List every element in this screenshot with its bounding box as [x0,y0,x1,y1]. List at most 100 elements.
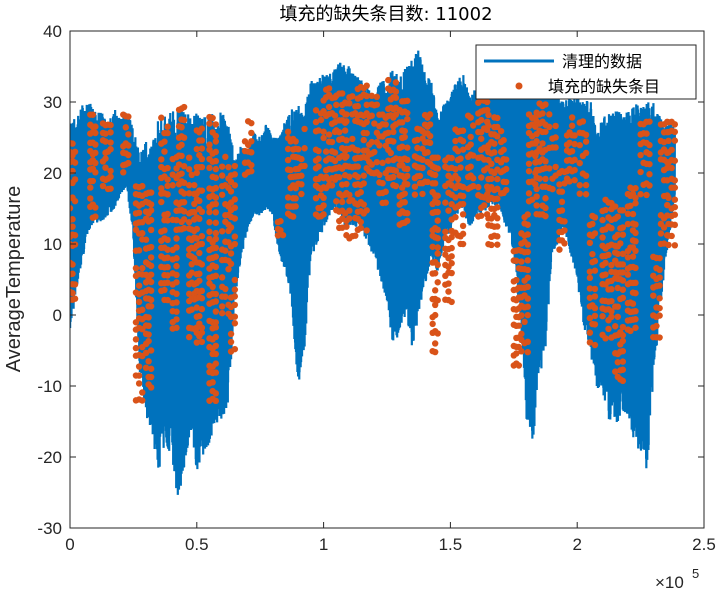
marker-point [524,348,531,356]
marker-point [178,152,185,160]
marker-point [481,202,488,209]
marker-point [218,172,226,179]
marker-point [571,132,578,139]
marker-point [452,137,459,145]
marker-point [671,177,679,184]
marker-point [212,194,220,201]
marker-point [445,288,452,295]
marker-point [135,209,143,216]
marker-point [392,88,400,95]
marker-point [414,144,421,152]
marker-point [363,92,370,100]
marker-point [536,175,543,182]
marker-point [320,128,327,135]
marker-point [558,207,566,214]
x-tick-label: 1 [319,535,328,554]
marker-point [518,258,525,265]
marker-point [125,142,132,149]
marker-point [212,324,220,331]
marker-cluster [206,113,220,405]
marker-point [147,254,155,261]
marker-point [624,254,632,261]
marker-point [71,295,79,302]
x-tick-label: 0.5 [185,535,209,554]
marker-point [515,322,523,329]
marker-point [404,97,411,105]
marker-point [513,350,520,357]
marker-point [656,282,663,289]
marker-point [212,333,220,341]
marker-cluster [241,118,255,178]
marker-point [331,112,339,119]
marker-point [533,202,540,209]
marker-point [145,322,152,330]
marker-point [164,279,171,286]
marker-point [524,295,531,302]
marker-point [92,149,99,157]
marker-point [178,170,185,177]
marker-point [147,303,155,310]
marker-point [459,230,467,238]
marker-point [368,112,375,119]
marker-point [627,327,634,335]
marker-point [665,194,672,202]
marker-point [248,149,255,156]
marker-point [549,185,556,193]
marker-point [363,227,370,234]
marker-point [582,172,590,179]
marker-point [212,244,220,252]
marker-point [298,181,305,188]
marker-point [591,285,599,293]
x-tick-label: 0 [65,535,74,554]
marker-point [632,279,639,287]
marker-point [315,147,322,155]
marker-point [500,136,507,144]
marker-point [373,158,381,166]
marker-point [591,341,599,349]
marker-cluster [650,253,663,341]
marker-point [582,149,590,157]
marker-point [632,264,639,272]
marker-point [419,156,426,164]
marker-point [470,182,477,190]
marker-point [284,156,292,164]
marker-point [147,243,155,251]
marker-point [619,358,627,365]
marker-point [382,199,389,206]
marker-point [173,308,180,315]
marker-point [589,250,596,258]
marker-point [619,277,627,284]
marker-point [212,350,220,358]
marker-point [173,255,180,262]
marker-point [198,125,206,132]
marker-point [198,240,206,248]
marker-point [624,220,632,228]
marker-point [218,303,226,310]
marker-point [494,241,501,248]
marker-point [612,323,619,330]
x-axis-exponent: ×10 5 [655,566,699,592]
marker-point [206,141,213,148]
marker-cluster [518,211,531,356]
marker-point [142,271,150,278]
marker-point [478,174,485,181]
marker-point [656,274,663,281]
marker-point [231,215,239,222]
marker-point [212,298,220,305]
marker-point [206,219,213,226]
marker-point [227,338,235,346]
marker-point [343,153,350,160]
marker-point [317,116,325,124]
marker-point [632,307,639,315]
marker-point [107,173,114,180]
marker-point [198,324,206,331]
marker-point [614,313,621,320]
marker-point [542,204,549,212]
marker-point [571,177,578,184]
marker-point [339,90,346,97]
marker-point [248,138,255,145]
marker-point [320,202,327,209]
marker-point [448,269,455,277]
marker-point [231,313,239,320]
marker-point [139,397,146,404]
